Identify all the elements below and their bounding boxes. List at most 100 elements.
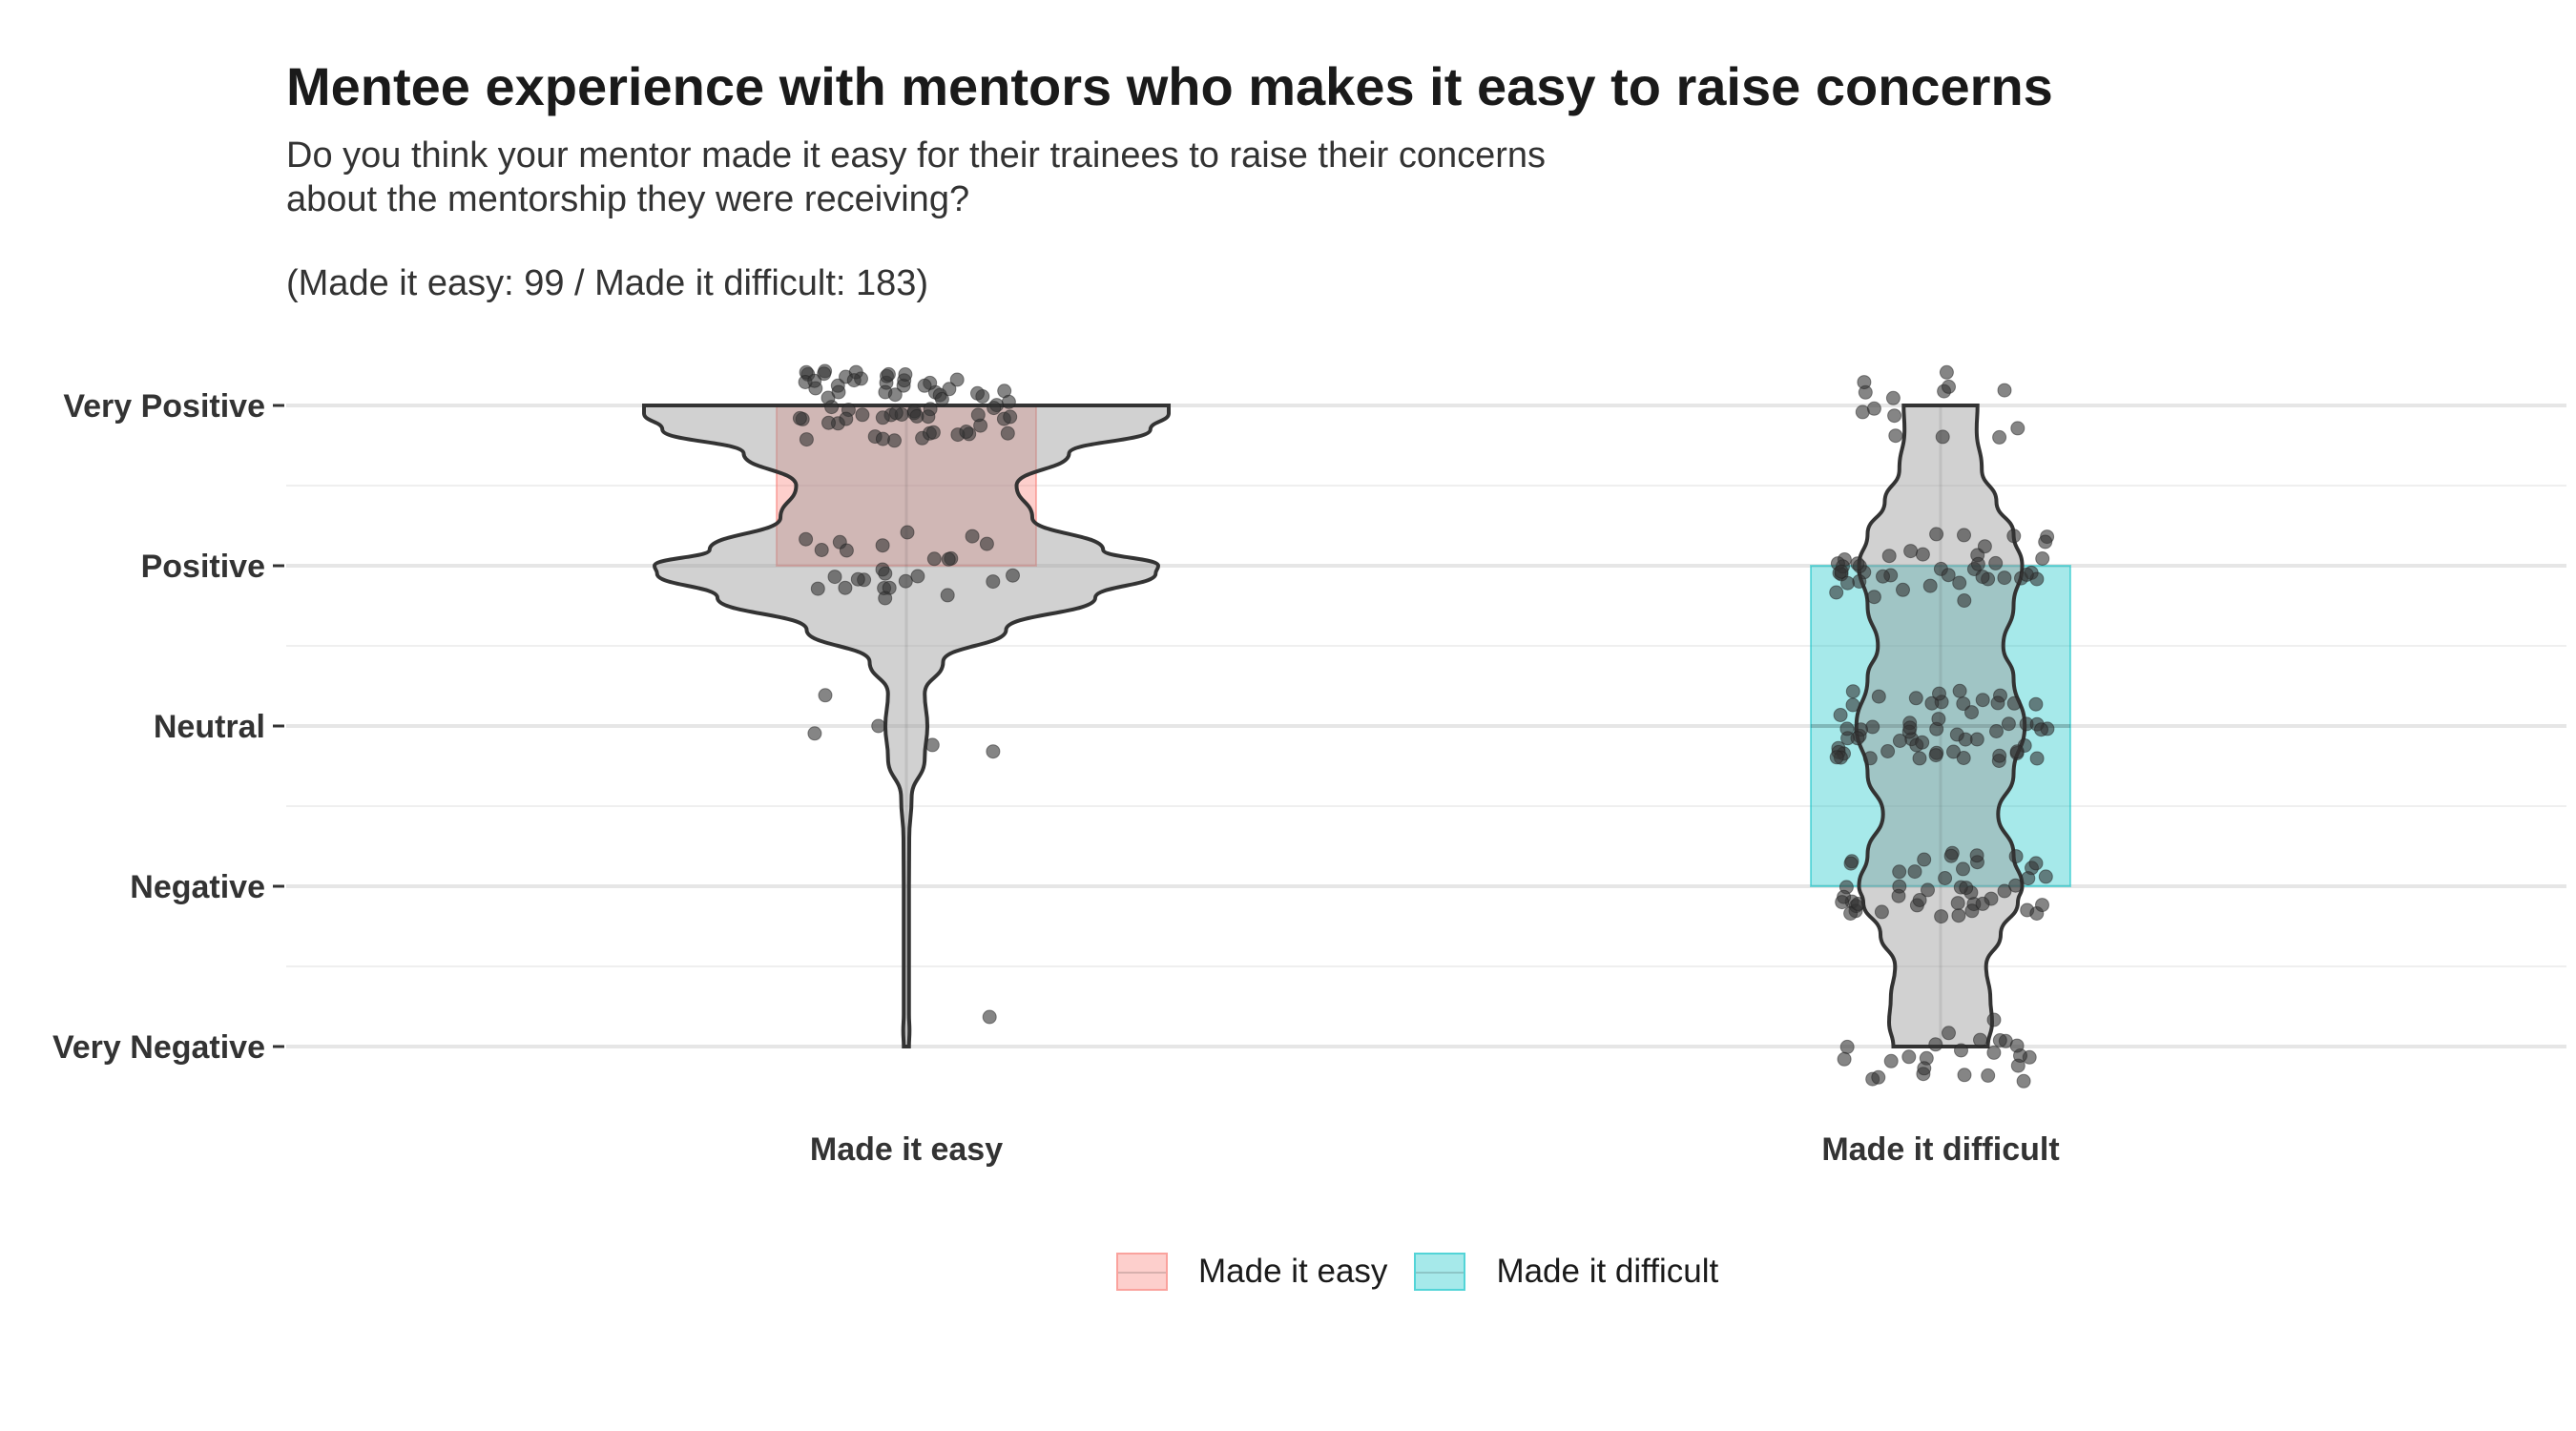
jitter-point — [1939, 364, 1954, 380]
jitter-point — [1003, 409, 1018, 425]
jitter-point — [1888, 428, 1903, 444]
jitter-point — [2008, 849, 2024, 864]
jitter-point — [1989, 724, 2004, 738]
jitter-point — [810, 581, 825, 596]
jitter-point — [959, 425, 974, 439]
jitter-point — [878, 566, 893, 581]
jitter-point — [850, 571, 865, 587]
jitter-point — [2008, 878, 2024, 893]
jitter-point — [2006, 695, 2022, 711]
jitter-point — [1874, 904, 1889, 920]
jitter-point — [875, 410, 890, 425]
jitter-point — [1866, 401, 1881, 416]
jitter-point — [1871, 1069, 1886, 1085]
jitter-point — [917, 378, 932, 393]
jitter-point — [1837, 1051, 1852, 1067]
jitter-point — [924, 737, 940, 753]
jitter-point — [1981, 1068, 1996, 1083]
jitter-point — [942, 382, 957, 397]
jitter-point — [1006, 568, 1020, 583]
jitter-point — [827, 570, 842, 585]
jitter-point — [2028, 856, 2044, 871]
jitter-point — [1850, 556, 1865, 571]
jitter-point — [888, 405, 904, 421]
y-tick-label: Very Negative — [52, 1029, 265, 1066]
jitter-point — [1977, 539, 1992, 554]
jitter-point — [941, 551, 956, 567]
jitter-point — [1929, 527, 1944, 542]
jitter-point — [898, 573, 913, 589]
box-0 — [776, 404, 1037, 567]
x-tick-label: Made it difficult — [1821, 1131, 2059, 1168]
legend-key-difficult — [1414, 1253, 1466, 1291]
jitter-point — [1997, 383, 2012, 398]
jitter-point — [1829, 585, 1844, 600]
subtitle-line-1: Do you think your mentor made it easy fo… — [286, 135, 1547, 176]
jitter-point — [1902, 720, 1918, 736]
jitter-point — [2028, 696, 2044, 712]
jitter-point — [898, 367, 913, 382]
x-tick-label: Made it easy — [810, 1131, 1003, 1168]
jitter-point — [1964, 903, 1980, 919]
jitter-point — [1943, 848, 1959, 863]
jitter-point — [1952, 683, 1967, 698]
jitter-point — [1964, 705, 1979, 720]
jitter-point — [965, 529, 980, 544]
chart-title: Mentee experience with mentors who makes… — [286, 56, 2053, 116]
jitter-point — [1871, 689, 1886, 704]
jitter-point — [1839, 721, 1855, 736]
y-tick-label: Negative — [130, 869, 265, 905]
jitter-point — [979, 536, 994, 551]
jitter-point — [1975, 896, 1990, 911]
jitter-point — [1901, 1049, 1917, 1065]
jitter-point — [986, 744, 1001, 759]
jitter-point — [1957, 1068, 1972, 1083]
counts-note: (Made it easy: 99 / Made it difficult: 1… — [286, 263, 929, 303]
jitter-point — [926, 551, 942, 567]
jitter-point — [1938, 871, 1953, 885]
jitter-point — [799, 531, 814, 547]
jitter-point — [1924, 695, 1940, 711]
jitter-point — [2010, 421, 2025, 436]
jitter-point — [871, 718, 886, 734]
legend-item-easy: Made it easy — [1116, 1253, 1387, 1291]
jitter-point — [881, 366, 896, 382]
jitter-point — [1917, 852, 1932, 867]
jitter-point — [1851, 897, 1865, 911]
jitter-point — [817, 366, 832, 382]
legend-key-easy — [1116, 1253, 1168, 1291]
jitter-point — [1896, 582, 1910, 597]
jitter-point — [839, 411, 854, 426]
jitter-point — [807, 373, 822, 388]
jitter-point — [1892, 864, 1907, 880]
jitter-point — [2034, 722, 2048, 737]
jitter-point — [1928, 748, 1943, 763]
jitter-point — [1954, 1043, 1968, 1058]
y-tick-label: Neutral — [154, 709, 265, 745]
jitter-point — [2021, 871, 2036, 886]
jitter-point — [838, 580, 853, 595]
jitter-point — [1952, 575, 1967, 591]
jitter-point — [1990, 695, 2005, 711]
jitter-point — [1957, 528, 1971, 543]
jitter-point — [839, 543, 854, 558]
jitter-point — [1915, 547, 1930, 562]
chart-subtitle: Do you think your mentor made it easy fo… — [286, 134, 1546, 221]
jitter-point — [1922, 578, 1938, 593]
legend-item-difficult: Made it difficult — [1414, 1253, 1718, 1291]
jitter-point — [814, 543, 829, 557]
jitter-point — [1951, 908, 1966, 923]
jitter-point — [878, 591, 893, 606]
jitter-point — [1969, 848, 1984, 863]
jitter-point — [2038, 869, 2053, 884]
jitter-point — [1876, 569, 1890, 584]
jitter-point — [821, 415, 836, 430]
jitter-point — [1975, 693, 1990, 708]
jitter-point — [1988, 555, 2004, 570]
jitter-point — [949, 372, 965, 387]
jitter-point — [1829, 750, 1844, 765]
jitter-point — [1942, 379, 1956, 394]
jitter-point — [2035, 551, 2050, 566]
jitter-point — [1912, 751, 1927, 766]
jitter-point — [1908, 691, 1923, 706]
